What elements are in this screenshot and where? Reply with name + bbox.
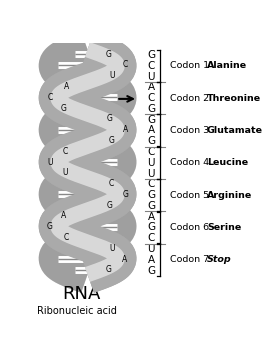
Text: C: C <box>62 147 68 156</box>
Text: RNA: RNA <box>62 285 100 303</box>
Text: Codon 5: Codon 5 <box>170 191 209 199</box>
Text: Codon 3: Codon 3 <box>170 126 209 135</box>
Text: Arginine: Arginine <box>207 191 252 199</box>
Text: U: U <box>147 158 155 168</box>
Text: C: C <box>122 60 128 70</box>
Text: Codon 6: Codon 6 <box>170 223 209 232</box>
Text: C: C <box>147 147 155 157</box>
Text: Alanine: Alanine <box>207 61 247 70</box>
Text: A: A <box>148 255 155 265</box>
Text: A: A <box>122 125 128 134</box>
Text: A: A <box>61 211 66 220</box>
Text: C: C <box>147 233 155 243</box>
Text: C: C <box>64 233 69 242</box>
Text: G: G <box>107 201 113 210</box>
Text: C: C <box>147 179 155 189</box>
Text: C: C <box>147 61 155 71</box>
Text: G: G <box>107 114 113 123</box>
Text: Codon 1: Codon 1 <box>170 61 209 70</box>
Text: G: G <box>105 265 111 274</box>
Text: G: G <box>147 115 155 125</box>
Text: C: C <box>108 179 113 188</box>
Text: G: G <box>147 223 155 232</box>
Text: G: G <box>61 104 66 113</box>
Text: A: A <box>122 254 128 264</box>
Text: A: A <box>148 212 155 222</box>
Text: U: U <box>62 168 68 177</box>
Text: A: A <box>64 82 69 91</box>
Text: Codon 7: Codon 7 <box>170 255 209 264</box>
Text: U: U <box>47 157 53 167</box>
Text: G: G <box>108 136 114 145</box>
Text: U: U <box>147 72 155 81</box>
Text: G: G <box>147 266 155 275</box>
Text: A: A <box>148 82 155 92</box>
Text: G: G <box>122 190 128 199</box>
Text: U: U <box>147 169 155 178</box>
Text: Glutamate: Glutamate <box>207 126 263 135</box>
Text: Leucine: Leucine <box>207 158 248 167</box>
Text: Codon 4: Codon 4 <box>170 158 209 167</box>
Text: G: G <box>147 50 155 60</box>
Text: G: G <box>105 50 111 59</box>
Text: Codon 2: Codon 2 <box>170 94 209 102</box>
Text: C: C <box>47 93 53 102</box>
Text: Ribonucleic acid: Ribonucleic acid <box>37 306 117 316</box>
Text: U: U <box>147 244 155 254</box>
Text: U: U <box>109 71 115 80</box>
Text: Threonine: Threonine <box>207 94 261 102</box>
Text: Serine: Serine <box>207 223 241 232</box>
Text: G: G <box>147 201 155 211</box>
Text: U: U <box>109 244 115 253</box>
Text: C: C <box>147 93 155 103</box>
Text: Stop: Stop <box>207 255 232 264</box>
Text: A: A <box>148 126 155 135</box>
Text: G: G <box>147 190 155 200</box>
Text: G: G <box>47 222 53 231</box>
Text: G: G <box>147 136 155 146</box>
Text: G: G <box>147 104 155 114</box>
